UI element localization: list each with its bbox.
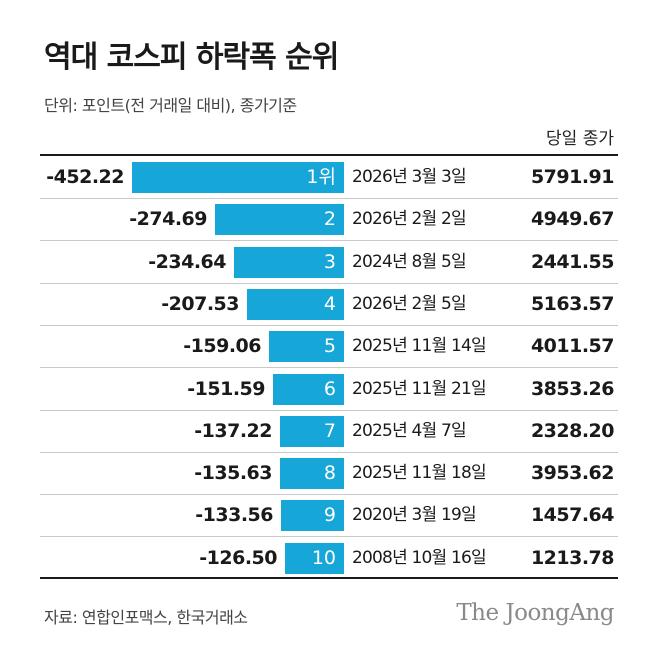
value-label: -151.59 bbox=[187, 378, 265, 400]
bar bbox=[247, 289, 344, 320]
date-label: 2026년 2월 2일 bbox=[352, 209, 467, 229]
bar bbox=[215, 204, 344, 235]
row-separator bbox=[40, 410, 618, 411]
closing-price: 2328.20 bbox=[530, 420, 615, 442]
closing-price: 4011.57 bbox=[530, 335, 615, 357]
closing-price: 4949.67 bbox=[530, 208, 615, 230]
bottom-rule bbox=[40, 577, 618, 579]
value-label: -274.69 bbox=[129, 208, 207, 230]
row-separator bbox=[40, 198, 618, 199]
closing-price: 1213.78 bbox=[530, 547, 615, 569]
closing-price: 3953.62 bbox=[530, 462, 615, 484]
closing-price: 5163.57 bbox=[530, 293, 615, 315]
publisher-logo: The JoongAng bbox=[456, 600, 614, 626]
bar bbox=[132, 162, 344, 193]
date-label: 2026년 3월 3일 bbox=[352, 167, 467, 187]
source-note: 자료: 연합인포맥스, 한국거래소 bbox=[44, 608, 248, 627]
value-label: -137.22 bbox=[194, 420, 272, 442]
rank-label: 8 bbox=[323, 462, 336, 484]
date-label: 2024년 8월 5일 bbox=[352, 252, 467, 272]
row-separator bbox=[40, 494, 618, 495]
rank-label: 4 bbox=[323, 293, 336, 315]
row-separator bbox=[40, 240, 618, 241]
top-rule bbox=[40, 154, 618, 156]
value-label: -133.56 bbox=[195, 504, 273, 526]
bar bbox=[281, 500, 344, 531]
date-label: 2025년 11월 21일 bbox=[352, 379, 487, 399]
bar bbox=[273, 374, 344, 405]
bar bbox=[285, 543, 344, 574]
bar bbox=[234, 247, 344, 278]
closing-price: 5791.91 bbox=[530, 166, 615, 188]
value-label: -234.64 bbox=[148, 251, 226, 273]
value-label: -207.53 bbox=[161, 293, 239, 315]
rank-label: 9 bbox=[323, 504, 336, 526]
date-label: 2008년 10월 16일 bbox=[352, 548, 487, 568]
date-label: 2025년 11월 18일 bbox=[352, 463, 487, 483]
date-label: 2025년 4월 7일 bbox=[352, 421, 467, 441]
date-label: 2025년 11월 14일 bbox=[352, 336, 487, 356]
rank-label: 6 bbox=[323, 378, 336, 400]
value-label: -135.63 bbox=[194, 462, 272, 484]
closing-price: 1457.64 bbox=[530, 504, 615, 526]
row-separator bbox=[40, 283, 618, 284]
rank-label: 2 bbox=[323, 208, 336, 230]
closing-price: 2441.55 bbox=[530, 251, 615, 273]
rank-label: 3 bbox=[323, 251, 336, 273]
bar bbox=[280, 458, 344, 489]
bar bbox=[269, 331, 344, 362]
chart-title: 역대 코스피 하락폭 순위 bbox=[44, 40, 339, 75]
bar bbox=[280, 416, 344, 447]
row-separator bbox=[40, 452, 618, 453]
rank-label: 10 bbox=[311, 547, 336, 569]
row-separator bbox=[40, 536, 618, 537]
date-label: 2020년 3월 19일 bbox=[352, 505, 477, 525]
row-separator bbox=[40, 325, 618, 326]
value-label: -452.22 bbox=[46, 166, 124, 188]
rank-label: 1위 bbox=[306, 166, 336, 188]
value-label: -126.50 bbox=[199, 547, 277, 569]
row-separator bbox=[40, 367, 618, 368]
closing-price-header: 당일 종가 bbox=[546, 129, 614, 149]
rank-label: 7 bbox=[323, 420, 336, 442]
unit-note: 단위: 포인트(전 거래일 대비), 종가기준 bbox=[44, 96, 297, 115]
rank-label: 5 bbox=[323, 335, 336, 357]
date-label: 2026년 2월 5일 bbox=[352, 294, 467, 314]
value-label: -159.06 bbox=[183, 335, 261, 357]
closing-price: 3853.26 bbox=[530, 378, 615, 400]
